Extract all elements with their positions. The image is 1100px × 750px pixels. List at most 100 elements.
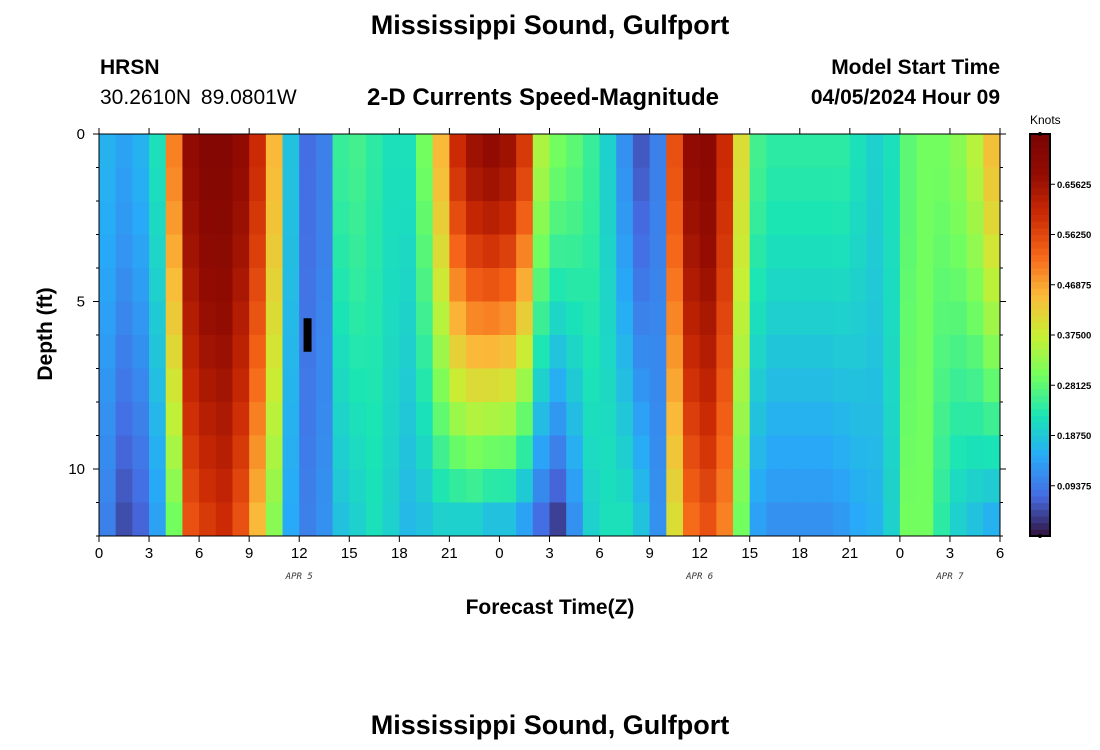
heatmap-cell: [416, 402, 434, 437]
heatmap-cell: [749, 134, 768, 169]
heatmap-cell: [215, 469, 234, 504]
heatmap-cell: [165, 368, 184, 403]
heatmap-cell: [733, 368, 751, 403]
heatmap-cell: [766, 368, 784, 403]
heatmap-cell: [599, 167, 617, 202]
heatmap-cell: [849, 301, 868, 336]
heatmap-cell: [432, 201, 450, 236]
heatmap-cell: [983, 335, 1000, 370]
heatmap-cell: [699, 134, 717, 169]
heatmap-cell: [315, 502, 334, 536]
heatmap-cell: [365, 301, 384, 336]
colorbar-unit-label: Knots: [1030, 113, 1061, 127]
heatmap-cell: [983, 134, 1000, 169]
heatmap-cell: [315, 368, 334, 403]
heatmap-cell: [365, 167, 384, 202]
heatmap-cell: [382, 234, 400, 269]
heatmap-cell: [265, 234, 284, 269]
x-tick-label: 6: [595, 545, 603, 562]
heatmap-cell: [149, 402, 167, 437]
colorbar-segment: [1030, 288, 1050, 296]
heatmap-cell: [482, 402, 501, 437]
heatmap-cell: [532, 301, 551, 336]
heatmap-cell: [516, 502, 534, 536]
heatmap-cell: [132, 502, 150, 536]
heatmap-cell: [949, 435, 968, 470]
heatmap-cell: [215, 134, 234, 169]
heatmap-cell: [165, 301, 184, 336]
heatmap-cell: [682, 402, 701, 437]
heatmap-cell: [382, 335, 400, 370]
heatmap-cell: [482, 435, 501, 470]
heatmap-cell: [632, 368, 651, 403]
colorbar-segment: [1030, 341, 1050, 349]
heatmap-cell: [265, 469, 284, 504]
heatmap-cell: [866, 301, 884, 336]
heatmap-cell: [599, 134, 617, 169]
station-coordinates: 30.2610N 89.0801W: [100, 86, 297, 109]
heatmap-cell: [499, 402, 517, 437]
x-tick-label: 21: [441, 545, 458, 562]
missing-data-cell: [303, 318, 312, 352]
heatmap-cell: [199, 435, 217, 470]
heatmap-cell: [799, 167, 818, 202]
heatmap-cell: [449, 134, 467, 169]
heatmap-cell: [949, 469, 968, 504]
heatmap-cell: [182, 335, 200, 370]
heatmap-cell: [199, 402, 217, 437]
heatmap-cell: [566, 335, 584, 370]
heatmap-cell: [783, 335, 801, 370]
heatmap-cell: [349, 167, 367, 202]
heatmap-cell: [716, 435, 734, 470]
colorbar-segment: [1030, 221, 1050, 229]
heatmap-cell: [199, 368, 217, 403]
heatmap-cell: [933, 201, 951, 236]
heatmap-cell: [566, 167, 584, 202]
heatmap-cell: [182, 234, 200, 269]
heatmap-cell: [99, 201, 117, 236]
heatmap-cell: [933, 469, 951, 504]
heatmap-cell: [165, 268, 184, 303]
heatmap-cell: [883, 301, 901, 336]
heatmap-cell: [582, 435, 601, 470]
heatmap-cell: [816, 435, 834, 470]
heatmap-cell: [432, 301, 450, 336]
heatmap-cell: [549, 469, 567, 504]
heatmap-cell: [966, 402, 984, 437]
heatmap-cell: [299, 335, 317, 370]
heatmap-cell: [899, 134, 918, 169]
colorbar-segment: [1030, 268, 1050, 276]
heatmap-cell: [332, 167, 350, 202]
colorbar-segment: [1030, 522, 1050, 530]
heatmap-cell: [783, 134, 801, 169]
heatmap-cell: [682, 167, 701, 202]
heatmap-cell: [682, 368, 701, 403]
heatmap-cell: [566, 301, 584, 336]
x-tick-label: 0: [495, 545, 503, 562]
heatmap-cell: [265, 301, 284, 336]
heatmap-cell: [549, 167, 567, 202]
heatmap-cell: [399, 201, 417, 236]
heatmap-cell: [616, 469, 634, 504]
heatmap-cell: [165, 234, 184, 269]
heatmap-cell: [115, 469, 133, 504]
heatmap-cell: [532, 469, 551, 504]
heatmap-cell: [432, 435, 450, 470]
heatmap-cell: [332, 301, 350, 336]
colorbar-segment: [1030, 308, 1050, 316]
heatmap-cell: [983, 234, 1000, 269]
colorbar-segment: [1030, 368, 1050, 376]
heatmap-cell: [833, 402, 851, 437]
heatmap-cell: [516, 435, 534, 470]
heatmap-cell: [799, 134, 818, 169]
heatmap-cell: [349, 402, 367, 437]
heatmap-cell: [182, 469, 200, 504]
heatmap-cell: [432, 335, 450, 370]
heatmap-cell: [399, 335, 417, 370]
heatmap-cell: [482, 167, 501, 202]
heatmap-cell: [399, 502, 417, 536]
heatmap-cell: [716, 469, 734, 504]
heatmap-cell: [682, 201, 701, 236]
heatmap-cell: [265, 368, 284, 403]
heatmap-cell: [282, 201, 300, 236]
